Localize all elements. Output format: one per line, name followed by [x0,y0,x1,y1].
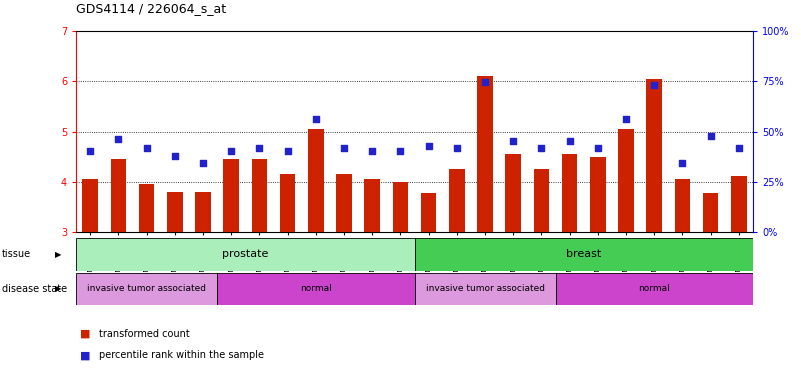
Bar [195,192,211,232]
Bar [703,193,718,232]
Text: tissue: tissue [2,249,30,260]
Bar [111,159,126,232]
Bar [618,129,634,232]
Bar [646,79,662,232]
Text: ▶: ▶ [55,250,62,259]
Text: transformed count: transformed count [99,329,189,339]
Bar [562,154,578,232]
Bar [505,154,521,232]
Text: invasive tumor associated: invasive tumor associated [87,285,206,293]
Bar [76,238,415,271]
Text: normal: normal [300,285,332,293]
Point [253,145,266,151]
Bar [590,157,606,232]
Point [648,82,661,88]
Point [225,147,238,154]
Point [337,145,350,151]
Point [366,147,379,154]
Bar [167,192,183,232]
Point [591,145,604,151]
Point [479,79,492,85]
Bar [83,179,98,232]
Bar [533,169,549,232]
Text: prostate: prostate [222,249,268,260]
Point [535,145,548,151]
Bar [252,159,268,232]
Point [196,160,209,166]
Point [507,137,520,144]
Point [112,136,125,142]
Text: ▶: ▶ [55,285,62,293]
Point [422,142,435,149]
Bar [217,273,415,305]
Bar [392,182,409,232]
Point [732,145,745,151]
Text: invasive tumor associated: invasive tumor associated [425,285,545,293]
Text: disease state: disease state [2,284,66,294]
Bar [364,179,380,232]
Text: ■: ■ [80,329,91,339]
Point [676,160,689,166]
Bar [336,174,352,232]
Bar [556,273,753,305]
Text: breast: breast [566,249,602,260]
Point [168,153,181,159]
Point [394,147,407,154]
Text: normal: normal [638,285,670,293]
Point [450,145,463,151]
Bar [139,184,155,232]
Bar [308,129,324,232]
Bar [223,159,239,232]
Bar [421,193,437,232]
Bar [280,174,296,232]
Text: percentile rank within the sample: percentile rank within the sample [99,350,264,360]
Bar [415,273,556,305]
Point [84,147,97,154]
Bar [477,76,493,232]
Text: GDS4114 / 226064_s_at: GDS4114 / 226064_s_at [76,2,226,15]
Bar [674,179,690,232]
Point [620,116,633,122]
Bar [76,273,217,305]
Bar [449,169,465,232]
Text: ■: ■ [80,350,91,360]
Point [704,132,717,139]
Point [563,137,576,144]
Bar [731,176,747,232]
Bar [415,238,753,271]
Point [309,116,322,122]
Point [140,145,153,151]
Point [281,147,294,154]
